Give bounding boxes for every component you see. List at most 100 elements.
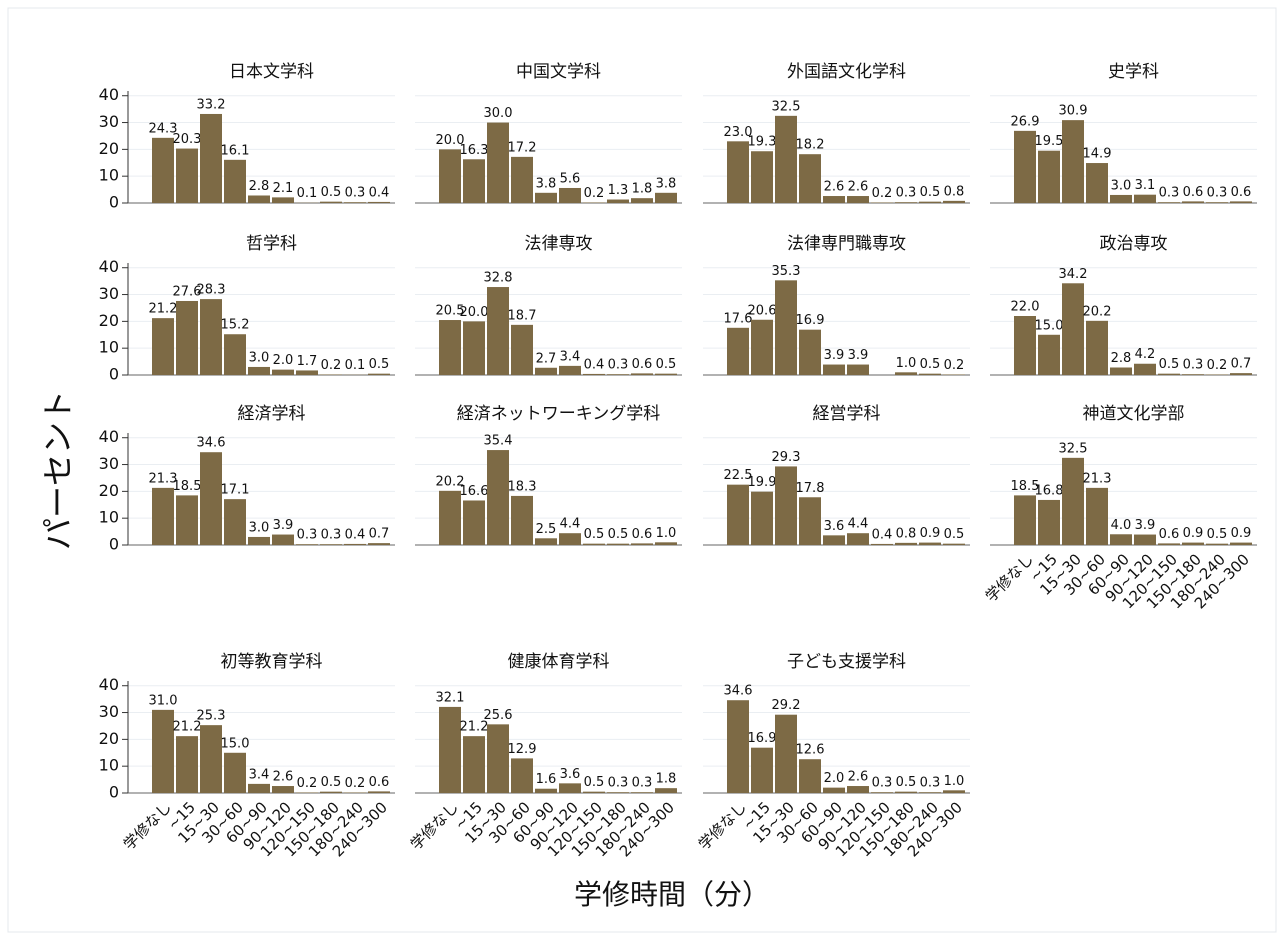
value-label: 20.2	[1083, 304, 1112, 319]
value-label: 0.4	[584, 357, 605, 372]
value-label: 16.3	[460, 143, 489, 158]
y-tick-label: 30	[99, 454, 119, 473]
value-label: 19.9	[748, 475, 777, 490]
bar	[1086, 320, 1108, 375]
bar	[943, 543, 965, 545]
bar	[1158, 202, 1180, 203]
bar	[607, 543, 629, 545]
value-label: 2.1	[273, 181, 294, 196]
value-label: 0.6	[1183, 185, 1204, 200]
bar	[1158, 373, 1180, 375]
bar	[583, 373, 605, 375]
value-label: 2.5	[536, 522, 557, 537]
bar	[248, 366, 270, 375]
bar	[344, 202, 366, 203]
bar	[823, 364, 845, 375]
y-tick-label: 40	[99, 85, 119, 104]
bar	[607, 374, 629, 375]
panel-title: 初等教育学科	[221, 652, 323, 672]
value-label: 35.3	[772, 264, 801, 279]
bar	[775, 466, 797, 545]
value-label: 21.2	[149, 302, 178, 317]
bar	[152, 709, 174, 793]
y-tick-label: 30	[99, 702, 119, 721]
value-label: 3.9	[273, 518, 294, 533]
y-tick-label: 10	[99, 508, 119, 527]
bar	[895, 542, 917, 545]
value-label: 2.8	[249, 179, 270, 194]
value-label: 0.6	[1231, 185, 1252, 200]
bar	[583, 543, 605, 545]
value-label: 4.2	[1135, 347, 1156, 362]
value-label: 4.4	[560, 517, 581, 532]
bar	[799, 329, 821, 375]
bar	[511, 495, 533, 545]
bar	[847, 533, 869, 545]
value-label: 19.5	[1035, 134, 1064, 149]
bar	[943, 200, 965, 203]
panel-title: 法律専攻	[525, 234, 593, 254]
value-label: 5.6	[560, 171, 581, 186]
bar	[368, 791, 390, 793]
bar	[1134, 194, 1156, 203]
y-tick-label: 30	[99, 112, 119, 131]
value-label: 2.0	[273, 353, 294, 368]
value-label: 24.3	[149, 121, 178, 136]
bar	[583, 791, 605, 793]
value-label: 17.6	[724, 311, 753, 326]
bar	[895, 202, 917, 203]
bar	[535, 538, 557, 545]
value-label: 0.6	[369, 775, 390, 790]
value-label: 19.3	[748, 135, 777, 150]
bar	[1206, 374, 1228, 375]
value-label: 32.5	[772, 99, 801, 114]
value-label: 16.9	[748, 731, 777, 746]
value-label: 29.2	[772, 698, 801, 713]
value-label: 30.0	[484, 106, 513, 121]
bar	[727, 141, 749, 203]
value-label: 3.9	[1135, 518, 1156, 533]
y-tick-label: 20	[99, 311, 119, 330]
bar	[272, 369, 294, 375]
value-label: 0.2	[584, 186, 605, 201]
value-label: 0.5	[1207, 527, 1228, 542]
bar	[919, 792, 941, 793]
value-label: 0.5	[656, 357, 677, 372]
bar	[751, 747, 773, 793]
bar	[943, 790, 965, 793]
bar	[559, 187, 581, 203]
bar	[439, 320, 461, 375]
bar	[583, 202, 605, 203]
bar	[1086, 487, 1108, 545]
value-label: 1.8	[656, 772, 677, 787]
value-label: 35.4	[484, 434, 513, 449]
bar	[1038, 150, 1060, 203]
value-label: 3.6	[560, 767, 581, 782]
value-label: 3.8	[536, 176, 557, 191]
value-label: 22.0	[1011, 300, 1040, 315]
value-label: 14.9	[1083, 147, 1112, 162]
bar	[368, 543, 390, 545]
bar	[463, 321, 485, 375]
bar	[823, 787, 845, 793]
panel-title: 経営学科	[813, 404, 881, 424]
value-label: 20.0	[460, 305, 489, 320]
bar	[559, 365, 581, 375]
bar	[463, 500, 485, 545]
value-label: 0.3	[896, 186, 917, 201]
value-label: 0.4	[872, 527, 893, 542]
value-label: 0.2	[321, 358, 342, 373]
value-label: 3.8	[656, 176, 677, 191]
value-label: 0.3	[345, 186, 366, 201]
bar	[655, 373, 677, 375]
bar	[511, 758, 533, 793]
bar	[511, 324, 533, 375]
value-label: 23.0	[724, 125, 753, 140]
bar	[1158, 543, 1180, 545]
bar	[535, 367, 557, 375]
bar	[535, 192, 557, 203]
bar	[751, 491, 773, 545]
bar	[1134, 534, 1156, 545]
bar	[775, 714, 797, 793]
bar	[799, 497, 821, 545]
